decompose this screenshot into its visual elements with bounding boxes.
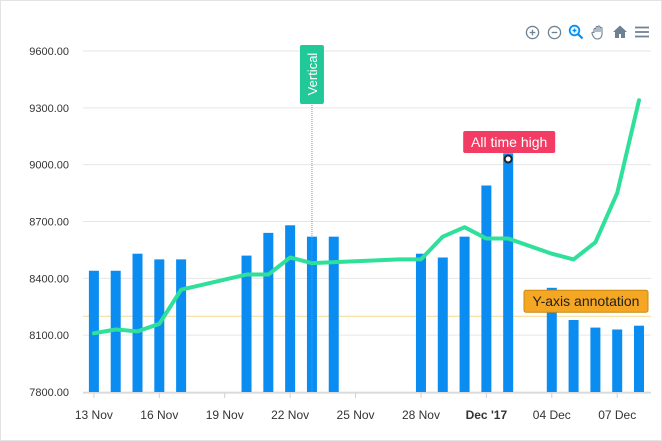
y-tick-label: 7800.00 [29,387,69,399]
point-annotation-marker [503,154,513,164]
vertical-annotation-box [299,45,324,104]
bar [568,320,579,392]
bar [590,327,601,392]
y-annotation-label: Y-axis annotation [533,293,640,309]
zoom-in-icon[interactable] [523,23,541,41]
y-tick-label: 9000.00 [29,160,69,172]
line-series [91,98,642,336]
bar [241,255,252,392]
y-tick-label: 9300.00 [29,103,69,115]
y-tick-label: 8100.00 [29,330,69,342]
x-tick-label: 25 Nov [337,408,375,422]
selection-zoom-icon[interactable] [567,23,585,41]
bar [546,287,557,392]
zoom-out-icon[interactable] [545,23,563,41]
point-annotation-label: All time high [471,134,547,150]
pan-hand-icon[interactable] [589,23,607,41]
y-tick-label: 8700.00 [29,217,69,229]
x-tick-label: 16 Nov [140,408,178,422]
bar [437,257,448,392]
bar [306,236,317,392]
bar [285,225,296,392]
bar [503,153,514,392]
x-tick-label: 04 Dec [533,408,571,422]
x-tick-label: 22 Nov [271,408,309,422]
bar [132,253,143,392]
x-tick-label: 28 Nov [402,408,440,422]
x-tick-label: 13 Nov [75,408,113,422]
bar [612,329,623,392]
y-annotation-box [523,289,649,313]
vertical-annotation-label: Vertical [305,53,320,96]
point-annotation-box [463,131,556,153]
bar [415,253,426,392]
bar [328,236,339,392]
bar [176,259,187,392]
x-tick-label: 07 Dec [598,408,636,422]
y-tick-label: 8400.00 [29,273,69,285]
menu-icon[interactable] [633,23,651,41]
home-icon[interactable] [611,23,629,41]
chart-toolbar [523,23,651,41]
bar [263,232,274,392]
y-tick-label: 9600.00 [29,46,69,58]
bar [481,185,492,392]
bar [459,236,470,392]
x-tick-label: 19 Nov [206,408,244,422]
x-tick-label: Dec '17 [466,408,508,422]
bar [634,325,645,392]
